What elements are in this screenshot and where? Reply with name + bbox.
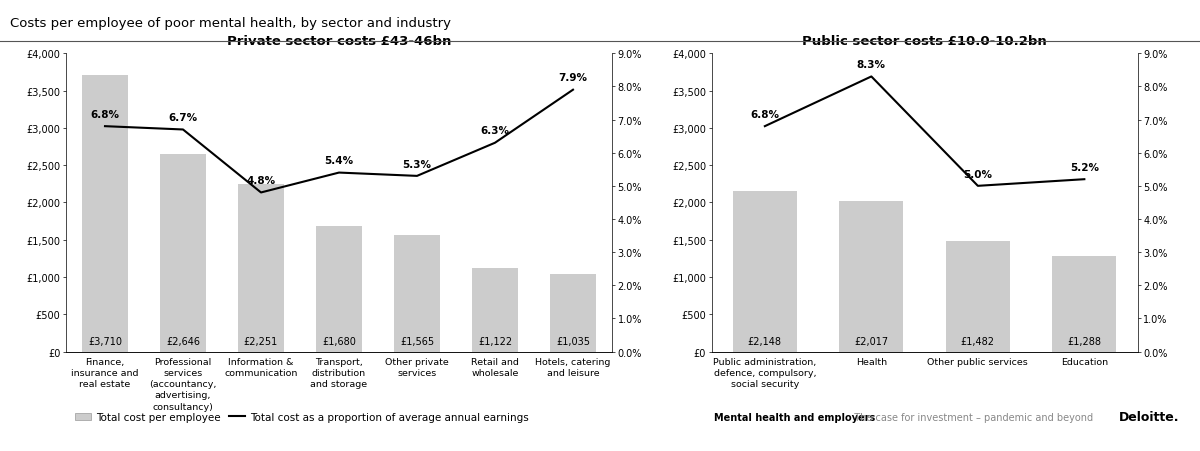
Text: £2,017: £2,017 xyxy=(854,336,888,346)
Bar xyxy=(472,268,518,352)
Text: £3,710: £3,710 xyxy=(88,336,122,346)
Text: £1,122: £1,122 xyxy=(478,336,512,346)
Bar xyxy=(238,184,284,352)
Text: 6.8%: 6.8% xyxy=(90,110,120,120)
Text: 4.8%: 4.8% xyxy=(246,176,276,186)
Text: 8.3%: 8.3% xyxy=(857,60,886,70)
Text: 6.7%: 6.7% xyxy=(168,113,198,123)
Title: Private sector costs £43-46bn: Private sector costs £43-46bn xyxy=(227,34,451,47)
Bar xyxy=(550,275,596,352)
Text: 7.9%: 7.9% xyxy=(558,73,588,83)
Text: Mental health and employers: Mental health and employers xyxy=(714,412,876,422)
Title: Public sector costs £10.0-10.2bn: Public sector costs £10.0-10.2bn xyxy=(803,34,1046,47)
Bar xyxy=(733,192,797,352)
Text: £2,148: £2,148 xyxy=(748,336,782,346)
Text: 5.2%: 5.2% xyxy=(1070,162,1099,173)
Text: 5.3%: 5.3% xyxy=(402,159,432,169)
Text: £1,288: £1,288 xyxy=(1067,336,1102,346)
Text: 6.3%: 6.3% xyxy=(480,126,510,136)
Bar xyxy=(1052,256,1116,352)
Text: 6.8%: 6.8% xyxy=(750,110,779,120)
Text: £1,680: £1,680 xyxy=(322,336,356,346)
Text: 5.4%: 5.4% xyxy=(324,156,354,166)
Text: £1,035: £1,035 xyxy=(556,336,590,346)
Text: 5.0%: 5.0% xyxy=(964,169,992,179)
Text: £2,251: £2,251 xyxy=(244,336,278,346)
Bar xyxy=(840,202,904,352)
Text: £1,482: £1,482 xyxy=(961,336,995,346)
Bar xyxy=(160,155,206,352)
Text: £2,646: £2,646 xyxy=(166,336,200,346)
Bar xyxy=(316,227,362,352)
Bar xyxy=(394,235,440,352)
Text: £1,565: £1,565 xyxy=(400,336,434,346)
Text: Deloitte.: Deloitte. xyxy=(1118,410,1180,423)
Text: The case for investment – pandemic and beyond: The case for investment – pandemic and b… xyxy=(848,412,1093,422)
Bar xyxy=(946,241,1010,352)
Bar xyxy=(82,76,128,352)
Legend: Total cost per employee, Total cost as a proportion of average annual earnings: Total cost per employee, Total cost as a… xyxy=(71,408,533,426)
Text: Costs per employee of poor mental health, by sector and industry: Costs per employee of poor mental health… xyxy=(10,17,451,29)
